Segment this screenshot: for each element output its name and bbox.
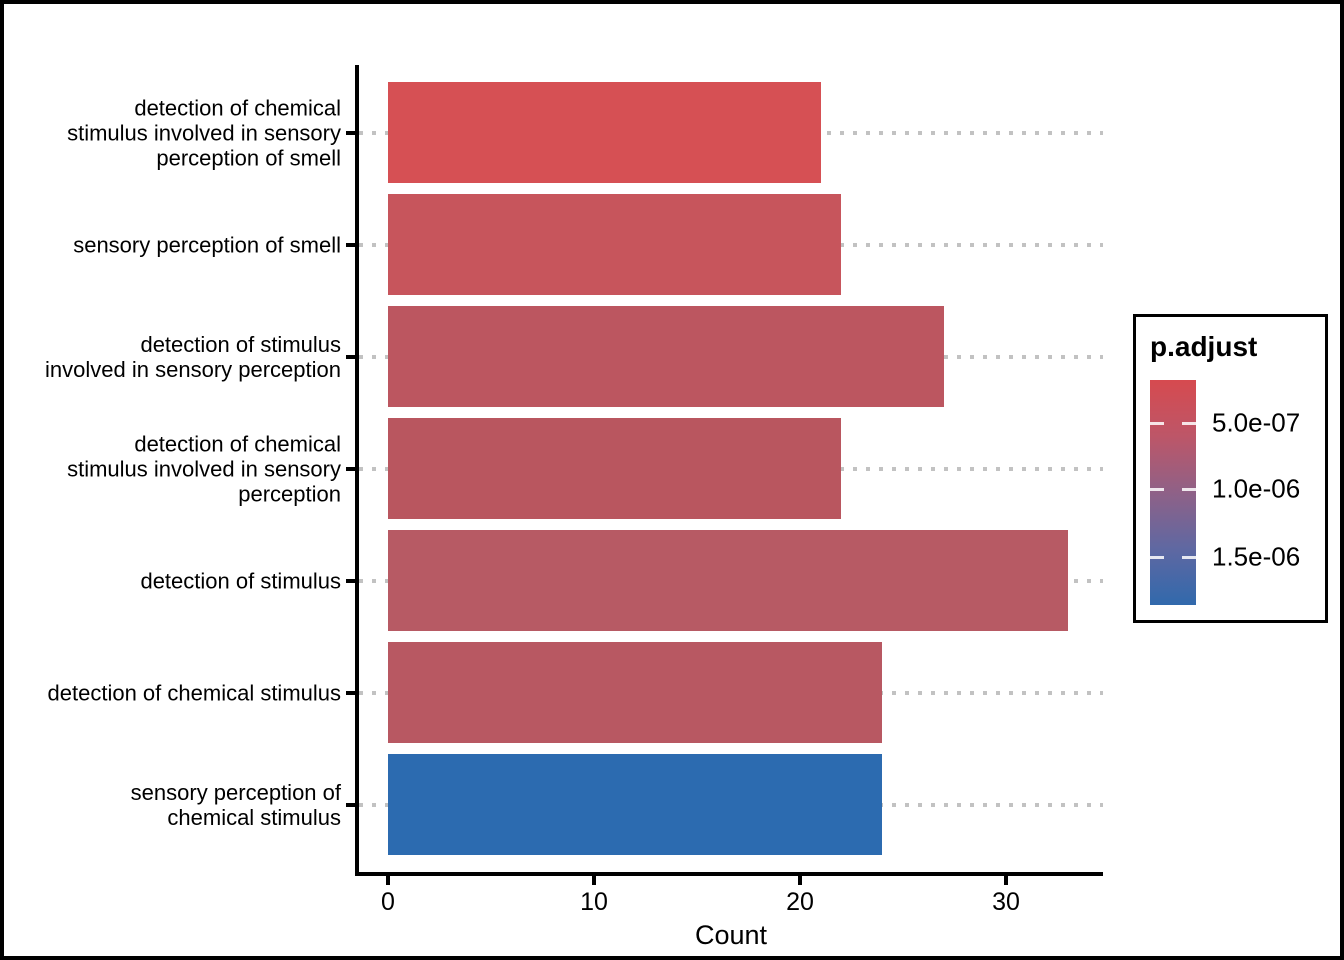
legend-tick-label: 1.0e-06 [1212,473,1301,504]
x-tick-label: 0 [381,888,395,916]
y-axis-label: detection of stimulus [140,568,341,594]
x-axis-tick [386,876,390,885]
legend-title: p.adjust [1150,331,1258,362]
legend-tick-label: 5.0e-07 [1212,407,1301,438]
legend-tick-mark [1182,422,1196,425]
y-axis-label: detection of stimulus involved in sensor… [45,332,341,382]
y-axis-tick [346,131,355,135]
bar-6 [388,642,882,743]
legend-tick-mark [1150,488,1164,491]
y-axis-label: sensory perception of smell [73,232,341,258]
x-axis-title: Count [694,920,768,950]
y-axis-label: sensory perception of chemical stimulus [130,780,341,830]
legend-tick-label: 1.5e-06 [1212,541,1301,572]
legend-tick-mark [1150,556,1164,559]
y-axis-tick [346,243,355,247]
y-axis-labels: detection of chemical stimulus involved … [0,0,341,960]
x-tick-label: 10 [580,888,608,916]
y-axis-tick [346,467,355,471]
x-tick-label: 20 [786,888,814,916]
x-axis-tick [1004,876,1008,885]
legend-tick-mark [1182,556,1196,559]
bar-5 [388,530,1068,631]
legend-tick-mark [1150,422,1164,425]
y-axis-tick [346,691,355,695]
y-axis-label: detection of chemical stimulus [47,680,341,706]
bar-3 [388,306,944,407]
legend: p.adjust 5.0e-07 1.0e-06 1.5e-06 [1133,314,1328,623]
y-axis-tick [346,803,355,807]
y-axis-label: detection of chemical stimulus involved … [67,95,341,171]
x-axis-tick [592,876,596,885]
legend-gradient-bar [1150,380,1196,605]
bar-2 [388,194,841,295]
bar-1 [388,82,821,183]
plot-panel [355,65,1103,876]
y-axis-label: detection of chemical stimulus involved … [67,431,341,507]
x-axis-tick [798,876,802,885]
x-tick-label: 30 [992,888,1020,916]
legend-tick-mark [1182,488,1196,491]
y-axis-tick [346,355,355,359]
bar-7 [388,754,882,855]
y-axis-tick [346,579,355,583]
bar-4 [388,418,841,519]
